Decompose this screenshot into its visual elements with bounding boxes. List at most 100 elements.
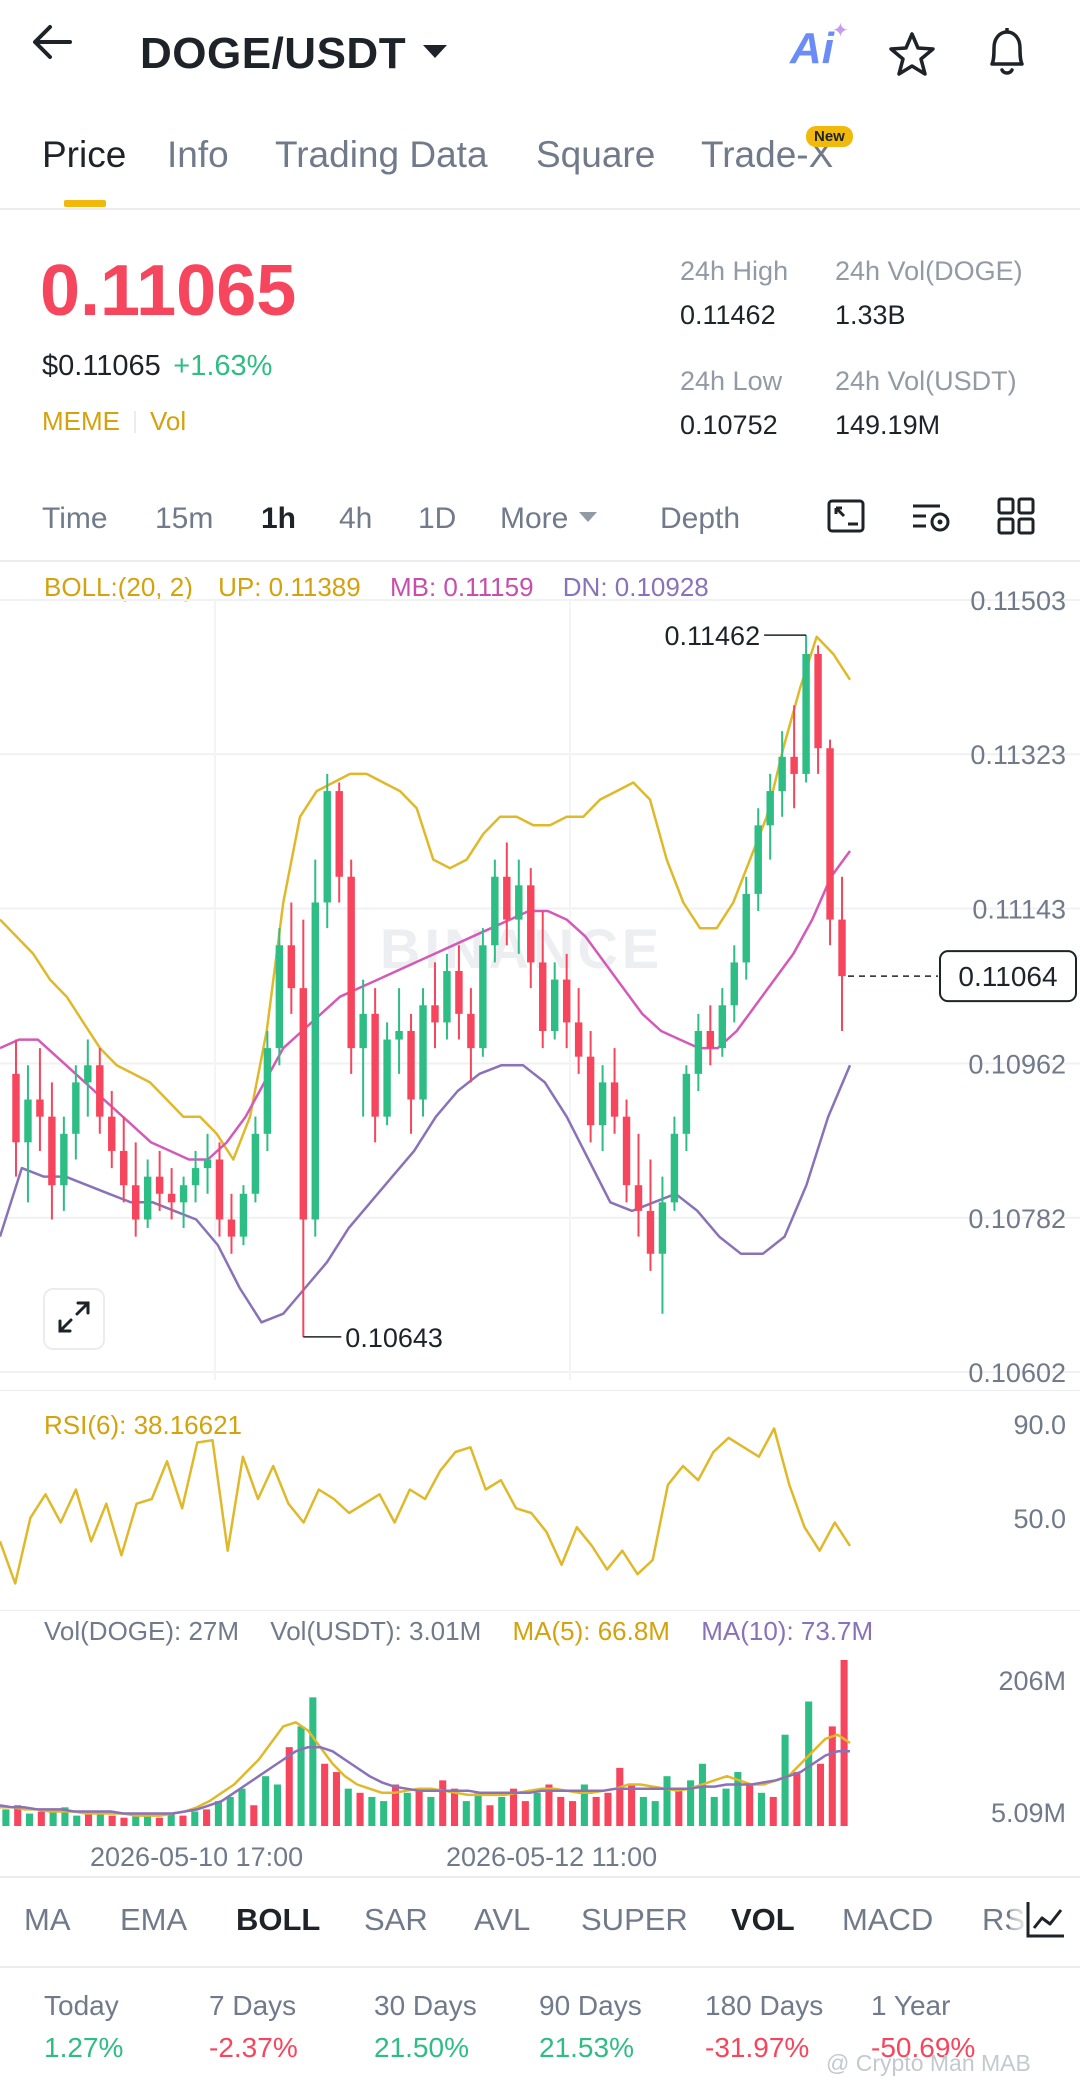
candle-body	[179, 1185, 188, 1203]
candle-body	[610, 1082, 619, 1117]
volume-bar	[651, 1801, 659, 1826]
volume-bar	[321, 1763, 329, 1826]
timeframe-1d[interactable]: 1D	[418, 502, 457, 535]
candle-body	[311, 902, 319, 1220]
volume-bar	[120, 1817, 128, 1826]
volume-bar	[380, 1801, 388, 1826]
vol-ma10: MA(10): 73.7M	[701, 1616, 874, 1646]
price-chart[interactable]: BINANCE 0.11462 0.10643 0.11064 0.11503 0.1…	[0, 560, 1080, 1390]
volume-bar	[757, 1792, 765, 1826]
volume-bar	[450, 1788, 459, 1826]
tag-vol[interactable]: Vol	[150, 406, 187, 436]
timeframe-4h[interactable]: 4h	[339, 502, 373, 535]
volume-bar	[557, 1796, 565, 1826]
volume-bar	[816, 1763, 825, 1826]
indicator-sar[interactable]: SAR	[364, 1902, 428, 1937]
indicator-ema[interactable]: EMA	[120, 1902, 188, 1937]
indicator-ma[interactable]: MA	[24, 1902, 71, 1937]
timeframe-1h[interactable]: 1h	[261, 502, 297, 535]
rsi-chart[interactable]: 90.0 50.0	[0, 1390, 1080, 1610]
candle-body	[778, 756, 786, 792]
perf-label: 7 Days	[209, 1990, 297, 2021]
tag-meme[interactable]: MEME	[42, 406, 120, 436]
boll-name: BOLL:(20, 2)	[44, 572, 193, 602]
candle-body	[634, 1185, 643, 1211]
candle-body	[359, 1013, 367, 1049]
indicator-settings-icon[interactable]	[910, 496, 954, 541]
line-chart-icon	[1024, 1900, 1066, 1945]
depth-tab[interactable]: Depth	[660, 502, 741, 535]
volume-axis-label: 206M	[998, 1666, 1066, 1696]
volume-bar	[250, 1805, 258, 1826]
time-axis-label-0: 2026-05-10 17:00	[90, 1842, 304, 1872]
volume-bar	[805, 1701, 813, 1826]
chart-settings-icon[interactable]	[826, 496, 866, 541]
high-marker-label: 0.11462	[664, 621, 760, 651]
volume-bar	[616, 1767, 624, 1826]
volume-bar	[332, 1772, 340, 1826]
volume-bar	[344, 1788, 352, 1826]
vol-ma5: MA(5): 66.8M	[512, 1616, 670, 1646]
candle-body	[443, 971, 451, 1023]
indicator-macd[interactable]: MACD	[842, 1902, 934, 1937]
volume-bar	[793, 1772, 801, 1826]
indicator-avl[interactable]: AVL	[474, 1902, 531, 1937]
expand-chart-button[interactable]	[43, 1288, 105, 1350]
candle-body	[622, 1116, 631, 1186]
indicator-super[interactable]: SUPER	[581, 1902, 688, 1937]
volume-bar	[746, 1784, 754, 1826]
back-arrow-icon[interactable]	[30, 22, 74, 62]
pair-selector[interactable]: DOGE/USDT	[140, 26, 448, 82]
candle-body	[455, 971, 463, 1014]
timeframe-time[interactable]: Time	[42, 502, 108, 535]
volume-bar	[569, 1801, 577, 1826]
tab-price[interactable]: Price	[42, 134, 127, 175]
candle-body	[215, 1159, 224, 1220]
candle-body	[251, 1133, 260, 1194]
volume-chart[interactable]: 206M 5.09M	[0, 1610, 1080, 1840]
tab-trading-data[interactable]: Trading Data	[275, 134, 488, 175]
timeframe-bar: Time 15m 1h 4h 1D More Depth	[0, 494, 1080, 548]
volume-ma5-line	[0, 1721, 851, 1817]
volume-bar	[155, 1817, 163, 1826]
boll-lower-line	[0, 1064, 852, 1324]
timeframe-15m[interactable]: 15m	[155, 502, 214, 535]
candle-body	[407, 1030, 415, 1100]
candle-body	[72, 1082, 80, 1134]
indicator-vol[interactable]: VOL	[731, 1902, 795, 1937]
volume-bar	[675, 1788, 683, 1826]
volume-bar	[262, 1776, 270, 1826]
indicator-boll[interactable]: BOLL	[236, 1902, 321, 1937]
indicator-chart-button[interactable]	[1010, 1890, 1080, 1954]
grid-layout-icon[interactable]	[996, 496, 1036, 541]
volume-bar	[297, 1726, 305, 1826]
tab-square[interactable]: Square	[536, 134, 656, 175]
candle-body	[263, 1048, 272, 1134]
star-icon[interactable]	[888, 30, 936, 78]
candle-body	[108, 1116, 116, 1151]
volume-bar	[498, 1796, 506, 1826]
last-price: 0.11065	[40, 251, 297, 331]
volume-bar	[474, 1792, 482, 1826]
candle-body	[826, 748, 834, 920]
fiat-price: $0.11065	[42, 350, 161, 382]
timeframe-more[interactable]: More	[500, 502, 598, 536]
perf-30-days: 30 Days 21.50%	[374, 1990, 477, 2064]
volume-bar	[828, 1726, 836, 1826]
boll-legend: BOLL:(20, 2) UP: 0.11389 MB: 0.11159 DN:…	[44, 572, 709, 603]
volume-bar	[214, 1801, 222, 1826]
candle-body	[96, 1065, 104, 1117]
perf-90-days: 90 Days 21.53%	[539, 1990, 642, 2064]
volume-bar	[734, 1772, 742, 1826]
tab-info[interactable]: Info	[167, 134, 229, 175]
price-change: +1.63%	[173, 350, 273, 382]
candle-body	[550, 979, 559, 1031]
perf-today: Today 1.27%	[44, 1990, 123, 2064]
candle-body	[347, 876, 355, 1049]
candle-body	[766, 791, 774, 826]
ai-button[interactable]: Ai ✦	[790, 20, 850, 80]
bell-icon[interactable]	[984, 26, 1030, 78]
candle-body	[275, 945, 284, 1049]
perf-180-days: 180 Days -31.97%	[705, 1990, 823, 2064]
candle-body	[467, 1013, 475, 1049]
